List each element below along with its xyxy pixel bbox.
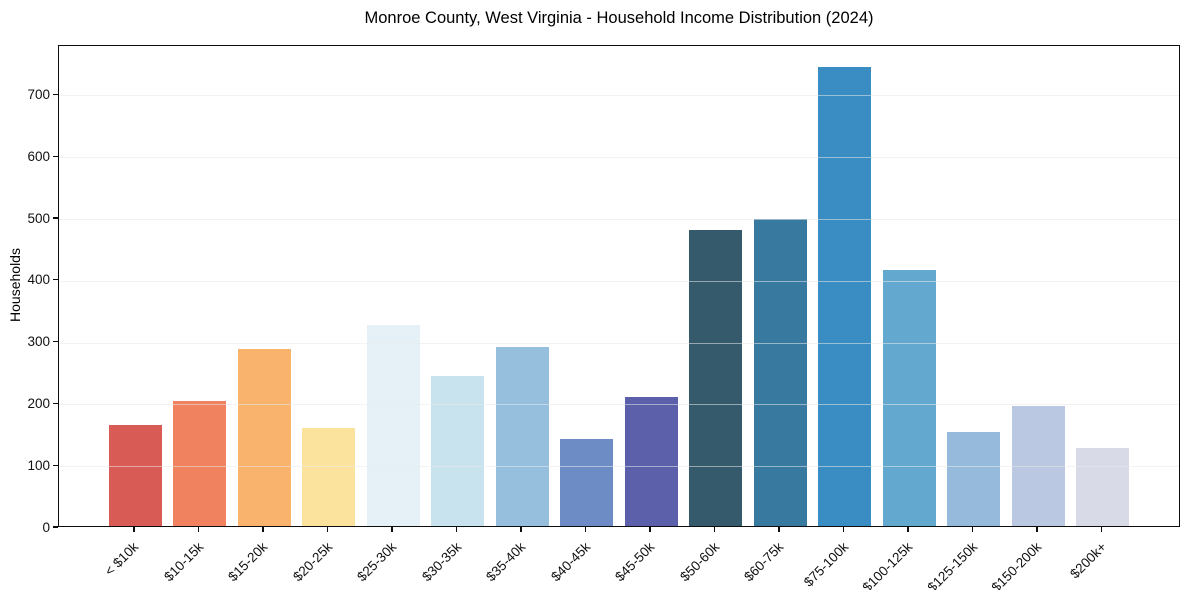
- x-axis-label-10k: < $10k: [101, 539, 142, 579]
- x-tick-40-45k: [584, 527, 587, 532]
- y-tick-0: [53, 526, 58, 528]
- x-tick-15-20k: [262, 527, 264, 532]
- bar-100-125k: [882, 270, 936, 526]
- x-tick-60-75k: [778, 527, 780, 532]
- y-tick-600: [53, 155, 58, 157]
- gridline-500: [59, 219, 1179, 221]
- bar-45-50k: [624, 397, 678, 526]
- bar-40-45k: [560, 438, 613, 526]
- gridline-300: [59, 342, 1179, 344]
- y-tick-label-700: 700: [27, 86, 50, 102]
- y-tick-label-600: 600: [27, 148, 50, 164]
- bar-15-20k: [237, 348, 291, 526]
- bar-20-25k: [302, 427, 355, 526]
- bar-35-40k: [495, 346, 549, 526]
- bar-10-15k: [173, 400, 226, 526]
- x-tick-75-100k: [842, 527, 845, 532]
- y-tick-label-200: 200: [27, 395, 50, 411]
- bar-30-35k: [431, 376, 484, 526]
- bar-60-75k: [753, 218, 807, 526]
- y-tick-300: [53, 340, 58, 343]
- gridline-600: [59, 157, 1179, 159]
- gridline-400: [59, 280, 1179, 282]
- x-tick-200k: [1100, 527, 1103, 532]
- y-tick-400: [53, 279, 58, 281]
- x-tick-100-125k: [907, 527, 909, 532]
- gridline-700: [59, 95, 1179, 97]
- x-tick-125-150k: [971, 527, 974, 532]
- y-tick-label-0: 0: [42, 519, 50, 535]
- bar-125-150k: [947, 432, 1000, 526]
- y-tick-500: [53, 217, 58, 219]
- gridline-200: [59, 404, 1179, 406]
- y-tick-100: [53, 464, 58, 466]
- bar-50-60k: [689, 230, 742, 526]
- x-tick-150-200k: [1036, 527, 1038, 532]
- gridline-100: [59, 466, 1179, 468]
- x-tick-30-35k: [455, 527, 458, 532]
- x-tick-25-30k: [391, 527, 393, 532]
- y-tick-label-500: 500: [27, 210, 50, 226]
- x-tick-10k: [133, 527, 135, 532]
- bar-200k: [1076, 447, 1129, 526]
- y-tick-200: [53, 402, 58, 405]
- x-tick-50-60k: [713, 527, 716, 532]
- x-tick-10-15k: [197, 527, 200, 532]
- x-tick-35-40k: [520, 527, 522, 532]
- y-tick-label-300: 300: [27, 334, 50, 350]
- bar-10k: [108, 425, 162, 526]
- bar-25-30k: [366, 325, 420, 526]
- y-tick-label-100: 100: [27, 457, 50, 473]
- y-tick-label-400: 400: [27, 272, 50, 288]
- plot-area: [58, 45, 1180, 527]
- bar-75-100k: [818, 67, 871, 526]
- y-tick-700: [53, 93, 58, 96]
- bar-150-200k: [1011, 405, 1065, 526]
- chart-title: Monroe County, West Virginia - Household…: [364, 9, 874, 27]
- x-tick-45-50k: [649, 527, 651, 532]
- x-tick-20-25k: [326, 527, 329, 532]
